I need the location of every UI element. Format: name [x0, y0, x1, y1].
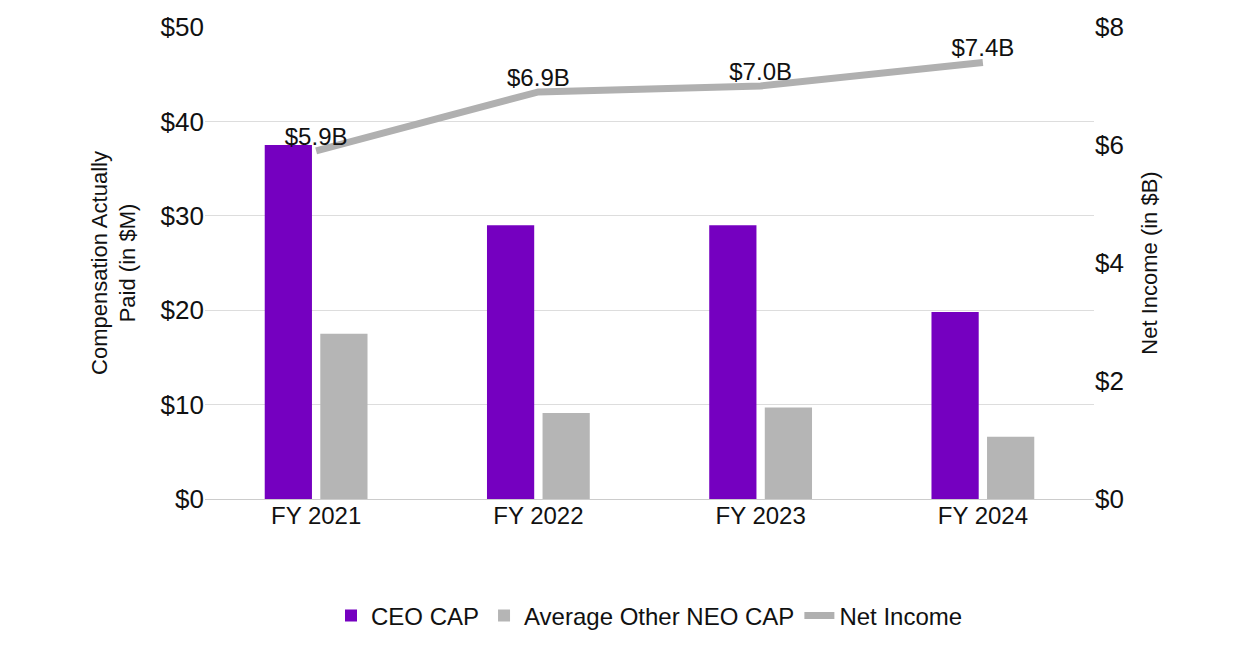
- svg-text:$2: $2: [1095, 366, 1124, 396]
- svg-text:Compensation ActuallyPaid (in: Compensation ActuallyPaid (in $M): [87, 151, 141, 375]
- svg-text:FY 2024: FY 2024: [938, 502, 1028, 529]
- svg-text:FY 2021: FY 2021: [271, 502, 361, 529]
- svg-text:$8: $8: [1095, 12, 1124, 42]
- svg-text:$0: $0: [175, 484, 204, 514]
- svg-text:$6: $6: [1095, 130, 1124, 160]
- svg-text:$50: $50: [161, 12, 204, 42]
- svg-text:FY 2023: FY 2023: [715, 502, 805, 529]
- svg-text:$7.0B: $7.0B: [729, 58, 792, 85]
- svg-text:CEO CAP: CEO CAP: [371, 603, 479, 630]
- svg-text:Net Income (in $B): Net Income (in $B): [1137, 171, 1162, 354]
- svg-text:$5.9B: $5.9B: [285, 123, 348, 150]
- svg-text:$10: $10: [161, 390, 204, 420]
- svg-text:Average Other NEO CAP: Average Other NEO CAP: [524, 603, 794, 630]
- svg-text:$6.9B: $6.9B: [507, 64, 570, 91]
- svg-text:$7.4B: $7.4B: [952, 34, 1015, 61]
- svg-text:$40: $40: [161, 107, 204, 137]
- svg-text:FY 2022: FY 2022: [493, 502, 583, 529]
- svg-text:$30: $30: [161, 201, 204, 231]
- svg-text:$20: $20: [161, 295, 204, 325]
- svg-text:$0: $0: [1095, 484, 1124, 514]
- svg-text:Net Income: Net Income: [839, 603, 962, 630]
- svg-text:$4: $4: [1095, 248, 1124, 278]
